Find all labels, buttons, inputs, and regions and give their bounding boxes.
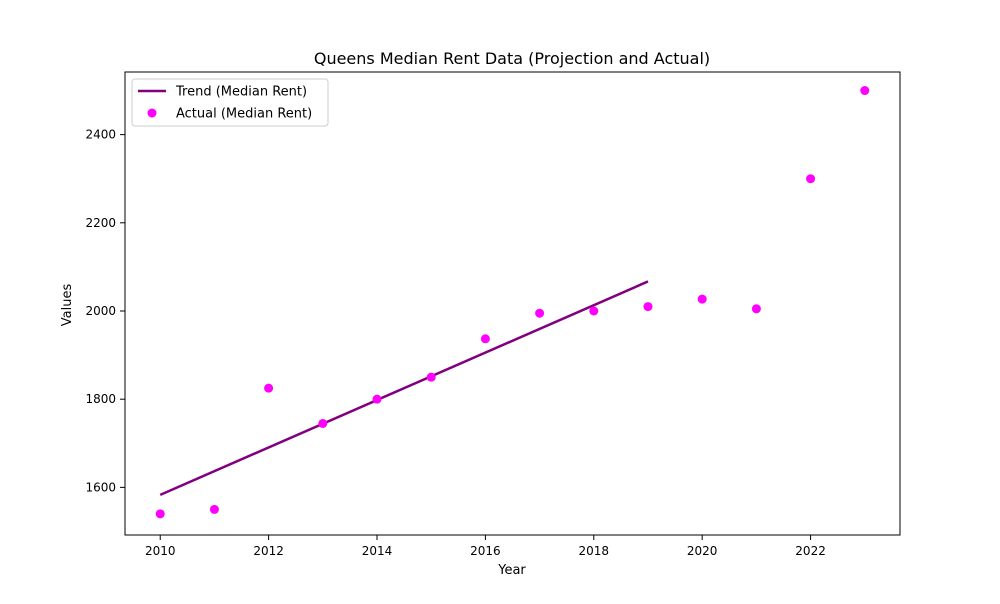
x-tick-label: 2014 (362, 544, 393, 558)
y-tick-label: 2000 (85, 304, 116, 318)
legend-dot-marker (147, 108, 157, 118)
data-point (426, 372, 436, 382)
y-tick-label: 2200 (85, 216, 116, 230)
y-axis-label: Values (60, 284, 75, 327)
x-axis-label: Year (497, 563, 526, 578)
y-tick-label: 1800 (85, 392, 116, 406)
data-point (860, 86, 870, 96)
data-point (643, 302, 653, 312)
x-tick-label: 2016 (470, 544, 501, 558)
axes: 2010 2012 2014 2016 2018 2020 2022 1600 1800 2000… (85, 71, 901, 558)
data-point (372, 394, 382, 404)
x-tick-label: 2012 (253, 544, 284, 558)
data-point (155, 509, 165, 519)
y-tick-label: 2400 (85, 128, 116, 142)
legend-label: Trend (Median Rent) (175, 85, 307, 100)
legend-label: Actual (Median Rent) (176, 107, 312, 122)
data-point (751, 304, 761, 314)
legend-box (131, 78, 329, 127)
x-tick-label: 2018 (579, 544, 610, 558)
x-tick-label: 2010 (145, 544, 176, 558)
y-tick-label: 1600 (85, 480, 116, 494)
legend: Trend (Median Rent) Actual (Median Rent) (131, 78, 329, 127)
plot-area (155, 86, 870, 519)
data-point (535, 308, 545, 318)
axes-frame (124, 71, 901, 536)
data-point (209, 504, 219, 514)
x-tick-label: 2022 (795, 544, 826, 558)
data-point (318, 418, 328, 428)
data-point (806, 174, 816, 184)
trend-line (159, 280, 649, 497)
data-point (697, 294, 707, 304)
data-point (264, 383, 274, 393)
data-point (480, 334, 490, 344)
chart-title: Queens Median Rent Data (Projection and … (314, 49, 710, 68)
x-tick-label: 2020 (687, 544, 718, 558)
data-point (589, 306, 599, 316)
